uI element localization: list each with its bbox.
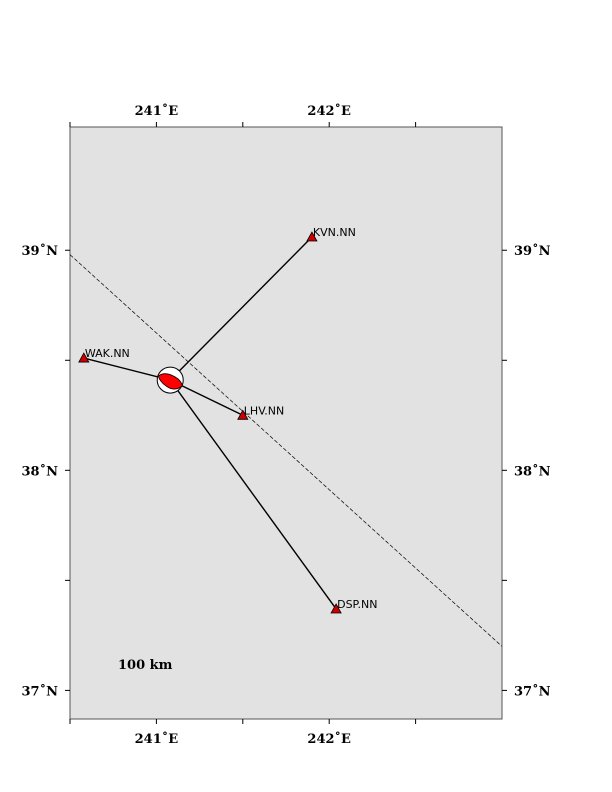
axis-ticks bbox=[65, 122, 507, 724]
focal-mechanism bbox=[156, 366, 184, 394]
fault-trace bbox=[69, 254, 503, 647]
stations: KVN.NN WAK.NN LHV.NN DSP.NN bbox=[78, 226, 377, 614]
lat-label-left: 38˚N bbox=[22, 463, 59, 479]
scale-bar-label: 100 km bbox=[118, 658, 173, 673]
fault-line bbox=[69, 254, 503, 647]
ray-path-wak-nn bbox=[83, 357, 171, 381]
beachball-compressional-quadrant bbox=[157, 373, 183, 390]
lon-label-top: 241˚E bbox=[135, 103, 179, 119]
ray-path-kvn-nn bbox=[169, 236, 313, 381]
station-marker-lhv-nn bbox=[237, 409, 249, 420]
station-marker-dsp-nn bbox=[330, 603, 342, 614]
lat-label-right: 37˚N bbox=[514, 683, 551, 699]
lat-label-right: 39˚N bbox=[514, 243, 551, 259]
lat-label-left: 39˚N bbox=[22, 243, 59, 259]
ray-paths bbox=[83, 236, 337, 610]
station-marker-wak-nn bbox=[78, 352, 90, 363]
lon-label-top: 242˚E bbox=[307, 103, 351, 119]
lat-label-left: 37˚N bbox=[22, 683, 59, 699]
station-label-lhv-nn: LHV.NN bbox=[244, 404, 284, 417]
station-label-kvn-nn: KVN.NN bbox=[313, 226, 356, 239]
map-frame bbox=[69, 126, 503, 720]
ray-path-dsp-nn bbox=[169, 379, 337, 610]
lon-label-bottom: 242˚E bbox=[307, 731, 351, 747]
station-marker-kvn-nn bbox=[306, 231, 318, 242]
station-label-dsp-nn: DSP.NN bbox=[337, 598, 377, 611]
station-label-wak-nn: WAK.NN bbox=[85, 347, 130, 360]
lat-label-right: 38˚N bbox=[514, 463, 551, 479]
lon-label-bottom: 241˚E bbox=[135, 731, 179, 747]
axis-tick-labels: 241˚E 241˚E 242˚E 242˚E 39˚N 39˚N 38˚N 38˚N 37˚N… bbox=[22, 103, 551, 747]
